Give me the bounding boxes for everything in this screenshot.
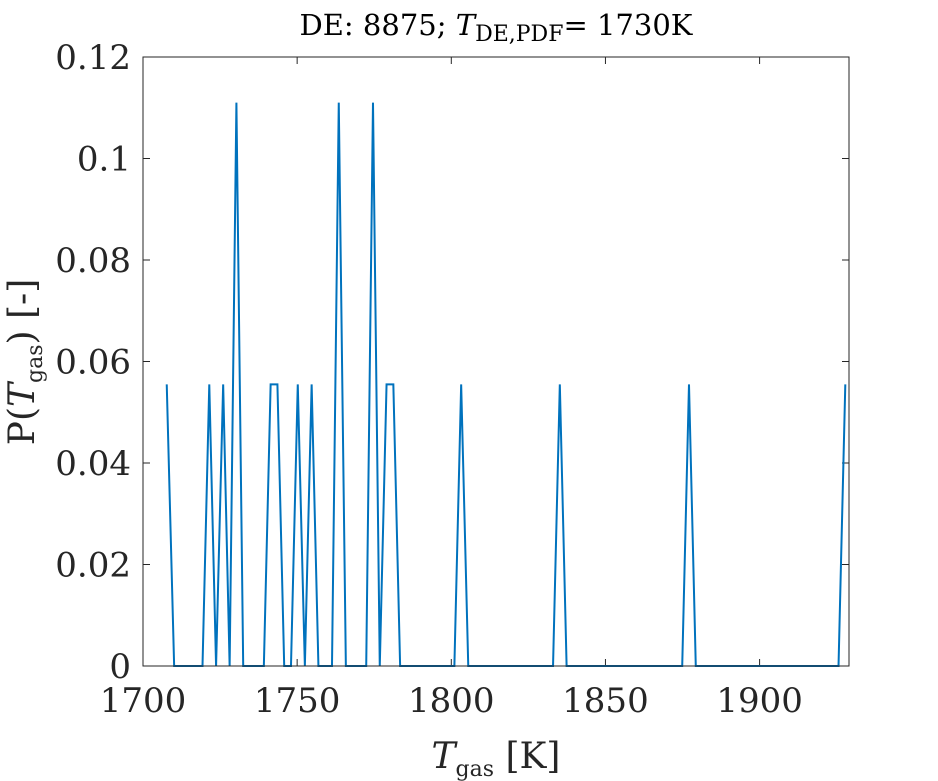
x-axis-ticks: 1700 1750 1800 1850 1900 <box>100 57 803 721</box>
x-tick-label: 1800 <box>408 681 495 721</box>
y-axis-ticks: 0 0.02 0.04 0.06 0.08 0.1 0.12 <box>55 38 849 687</box>
plot-frame <box>142 56 850 667</box>
x-tick-label: 1700 <box>100 681 187 721</box>
y-tick-label: 0.12 <box>55 38 131 78</box>
y-tick-label: 0.1 <box>77 140 131 180</box>
y-tick-label: 0.08 <box>55 241 131 281</box>
y-tick-label: 0.04 <box>55 444 131 484</box>
x-tick-label: 1900 <box>716 681 803 721</box>
y-tick-label: 0.06 <box>55 343 131 383</box>
y-axis-label: P(Tgas) [-] <box>2 279 48 446</box>
x-tick-label: 1750 <box>254 681 341 721</box>
x-axis-label: Tgas [K] <box>432 736 561 781</box>
x-tick-label: 1850 <box>562 681 649 721</box>
series-line <box>165 102 847 667</box>
y-tick-label: 0.02 <box>55 546 131 586</box>
chart-title: DE: 8875; TDE,PDF= 1730K <box>300 8 694 47</box>
y-tick-label: 0 <box>109 647 131 687</box>
